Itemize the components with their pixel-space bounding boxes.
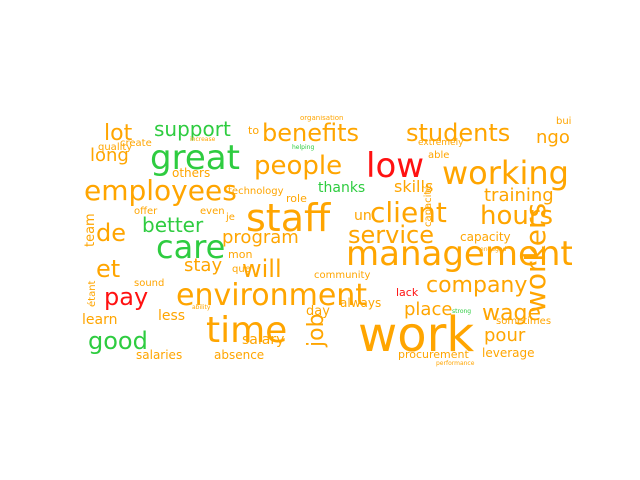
- word-working: working: [442, 154, 569, 192]
- word-employees: employees: [84, 174, 237, 207]
- word-performance: performance: [436, 360, 475, 367]
- word-environment: environment: [176, 278, 368, 313]
- word-que: que: [232, 264, 251, 275]
- word-thanks: thanks: [318, 180, 366, 196]
- word-ability: ability: [192, 304, 211, 311]
- word-good: good: [88, 327, 148, 355]
- word-able: able: [428, 150, 450, 161]
- word-un: un: [354, 208, 372, 224]
- word-benefits: benefits: [262, 119, 360, 147]
- word-offer: offer: [134, 206, 158, 217]
- word-even: even: [200, 206, 225, 217]
- word-je: je: [226, 212, 235, 223]
- word-hours: hours: [480, 201, 554, 231]
- word-de: de: [96, 219, 126, 247]
- word-etant: étant: [87, 280, 98, 307]
- word-pour: pour: [484, 325, 526, 346]
- word-increase: increase: [190, 136, 216, 143]
- word-team: team: [83, 213, 98, 247]
- word-stay: stay: [184, 255, 223, 276]
- word-et: et: [96, 255, 121, 283]
- word-company: company: [426, 273, 528, 298]
- word-great: great: [150, 138, 240, 178]
- word-capacite: capacité: [423, 184, 434, 227]
- word-will: will: [242, 255, 282, 283]
- word-pay: pay: [104, 283, 149, 311]
- word-long: long: [90, 145, 129, 166]
- word-others: others: [172, 166, 211, 180]
- word-place: place: [404, 299, 453, 320]
- word-strong: strong: [452, 308, 472, 315]
- word-better: better: [142, 213, 204, 237]
- word-role: role: [286, 192, 307, 205]
- word-absence: absence: [214, 348, 265, 362]
- word-leverage: leverage: [482, 346, 535, 360]
- word-lack: lack: [396, 286, 419, 299]
- word-people: people: [254, 151, 343, 181]
- word-program: program: [222, 227, 299, 248]
- word-helping: helping: [292, 144, 315, 151]
- word-training: training: [484, 185, 554, 206]
- word-low: low: [366, 146, 425, 186]
- word-time: time: [206, 310, 288, 351]
- word-mon: mon: [228, 248, 253, 261]
- word-support: support: [154, 117, 231, 141]
- word-engaged: engaged: [480, 246, 507, 253]
- word-salaries: salaries: [136, 348, 183, 362]
- word-wage: wage: [482, 301, 541, 326]
- word-care: care: [156, 228, 226, 266]
- word-always: always: [340, 296, 382, 310]
- word-to: to: [248, 124, 260, 137]
- word-lot: lot: [104, 121, 133, 146]
- word-salary: salary: [242, 332, 285, 348]
- word-less: less: [158, 308, 186, 324]
- word-students: students: [406, 119, 511, 147]
- word-create: create: [120, 138, 152, 149]
- word-management: management: [346, 234, 572, 274]
- word-cloud: work management staff time environment e…: [80, 115, 572, 367]
- word-technology: technology: [228, 186, 284, 197]
- word-client: client: [370, 196, 447, 229]
- word-ngo: ngo: [536, 127, 570, 148]
- word-learn: learn: [82, 312, 118, 328]
- word-building: building: [556, 116, 572, 127]
- word-day: day: [306, 304, 330, 319]
- word-sound: sound: [134, 278, 165, 289]
- word-capacity: capacity: [460, 230, 511, 244]
- word-sometimes: sometimes: [496, 316, 552, 327]
- word-work: work: [358, 307, 475, 363]
- word-extremely: extremely: [418, 138, 464, 148]
- word-staff: staff: [246, 196, 331, 240]
- word-organisation: organisation: [300, 115, 344, 122]
- word-community: community: [314, 270, 371, 281]
- word-quality: quality: [98, 142, 133, 153]
- word-procurement: procurement: [398, 348, 469, 361]
- word-service: service: [348, 221, 434, 249]
- word-skills: skills: [394, 177, 434, 196]
